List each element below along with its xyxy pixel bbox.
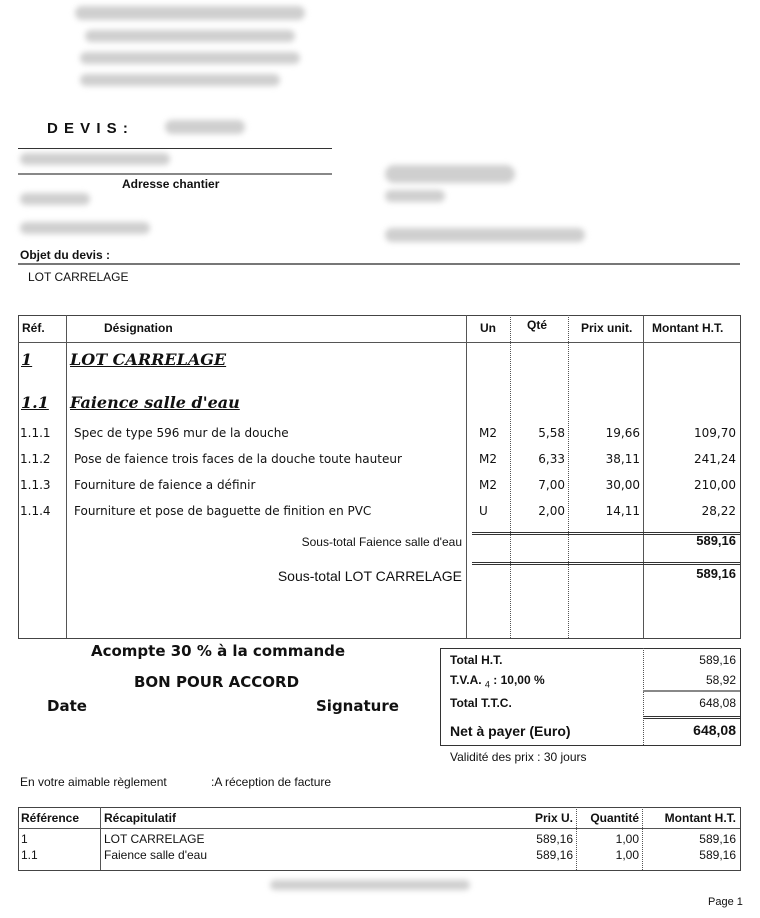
- net-label: Net à payer (Euro): [450, 723, 571, 739]
- item-amount: 28,22: [701, 504, 736, 518]
- subtotal-lot-label: Sous-total LOT CARRELAGE: [277, 568, 462, 584]
- recap-col-price: Prix U.: [534, 811, 573, 825]
- recap-price: 589,16: [536, 832, 573, 846]
- item-unit: M2: [479, 478, 497, 492]
- deposit-text: Acompte 30 % à la commande: [91, 642, 346, 660]
- tva-value: 58,92: [705, 673, 736, 687]
- date-label: Date: [47, 697, 87, 715]
- item-designation: Spec de type 596 mur de la douche: [74, 426, 289, 440]
- redacted-address: [85, 30, 295, 42]
- total-ht-label: Total H.T.: [450, 653, 503, 667]
- redacted-site-address: [385, 190, 445, 202]
- item-price: 38,11: [605, 452, 640, 466]
- item-designation: Pose de faience trois faces de la douche…: [74, 452, 402, 466]
- item-unit: M2: [479, 452, 497, 466]
- col-unit: Un: [480, 321, 496, 335]
- redacted-address: [80, 52, 300, 64]
- total-ttc-label: Total T.T.C.: [450, 696, 512, 710]
- object-label: Objet du devis :: [20, 248, 111, 262]
- lot-ref: 1: [21, 350, 33, 369]
- recap-amount: 589,16: [699, 832, 736, 846]
- item-unit: M2: [479, 426, 497, 440]
- item-price: 14,11: [605, 504, 640, 518]
- subtotal-lot-amount: 589,16: [696, 566, 736, 581]
- payment-label: En votre aimable règlement: [20, 775, 167, 789]
- item-qty: 7,00: [538, 478, 565, 492]
- redacted-contact: [80, 74, 280, 86]
- total-ttc-value: 648,08: [699, 696, 736, 710]
- redacted-quote-number: [165, 120, 245, 134]
- col-amount: Montant H.T.: [652, 321, 724, 335]
- recap-qty: 1,00: [615, 832, 639, 846]
- redacted-client: [20, 193, 90, 205]
- totals-box: [440, 648, 741, 746]
- section-ref: 1.1: [21, 393, 49, 412]
- recap-col-ref: Référence: [21, 811, 80, 825]
- lot-label: LOT CARRELAGE: [70, 350, 227, 369]
- total-ht-value: 589,16: [699, 653, 736, 667]
- tva-label: T.V.A. 4 : 10,00 %: [450, 673, 545, 690]
- section-label: Faience salle d'eau: [70, 393, 240, 412]
- item-ref: 1.1.2: [20, 452, 51, 466]
- redacted-site-address: [385, 165, 515, 183]
- item-amount: 210,00: [694, 478, 736, 492]
- item-ref: 1.1.1: [20, 426, 51, 440]
- item-price: 19,66: [605, 426, 640, 440]
- item-designation: Fourniture et pose de baguette de finiti…: [74, 504, 372, 518]
- col-qty: Qté: [527, 318, 548, 332]
- item-ref: 1.1.4: [20, 504, 51, 518]
- items-table: [18, 315, 741, 639]
- object-value: LOT CARRELAGE: [28, 270, 129, 284]
- accord-text: BON POUR ACCORD: [134, 673, 300, 691]
- recap-ref: 1.1: [21, 848, 38, 862]
- col-price: Prix unit.: [581, 321, 633, 335]
- redacted-company: [75, 6, 305, 20]
- recap-table: [18, 807, 741, 871]
- quote-title: D E V I S :: [47, 120, 129, 137]
- recap-ref: 1: [21, 832, 28, 846]
- site-address-label: Adresse chantier: [122, 177, 220, 191]
- recap-label: Faience salle d'eau: [104, 848, 208, 862]
- item-ref: 1.1.3: [20, 478, 51, 492]
- page-number: Page 1: [708, 896, 743, 908]
- validity-text: Validité des prix : 30 jours: [450, 750, 587, 764]
- recap-label: LOT CARRELAGE: [104, 832, 205, 846]
- net-value: 648,08: [693, 722, 736, 738]
- recap-col-amount: Montant H.T.: [664, 811, 736, 825]
- redacted-site-address: [385, 228, 585, 242]
- item-qty: 6,33: [538, 452, 565, 466]
- item-qty: 2,00: [538, 504, 565, 518]
- recap-amount: 589,16: [699, 848, 736, 862]
- recap-col-qty: Quantité: [590, 811, 639, 825]
- recap-col-label: Récapitulatif: [104, 811, 177, 825]
- item-qty: 5,58: [538, 426, 565, 440]
- item-price: 30,00: [605, 478, 640, 492]
- col-ref: Réf.: [22, 321, 45, 335]
- recap-qty: 1,00: [615, 848, 639, 862]
- col-designation: Désignation: [104, 321, 173, 335]
- signature-label: Signature: [316, 697, 399, 715]
- redacted-client: [20, 222, 150, 234]
- subtotal-section-label: Sous-total Faience salle d'eau: [301, 535, 462, 549]
- subtotal-section-amount: 589,16: [696, 533, 736, 548]
- redacted-date: [20, 153, 170, 165]
- recap-price: 589,16: [536, 848, 573, 862]
- redacted-footer: [270, 880, 470, 890]
- item-designation: Fourniture de faience a définir: [74, 478, 256, 492]
- item-amount: 241,24: [694, 452, 736, 466]
- payment-value: :A réception de facture: [211, 775, 332, 789]
- item-unit: U: [479, 504, 488, 518]
- item-amount: 109,70: [694, 426, 736, 440]
